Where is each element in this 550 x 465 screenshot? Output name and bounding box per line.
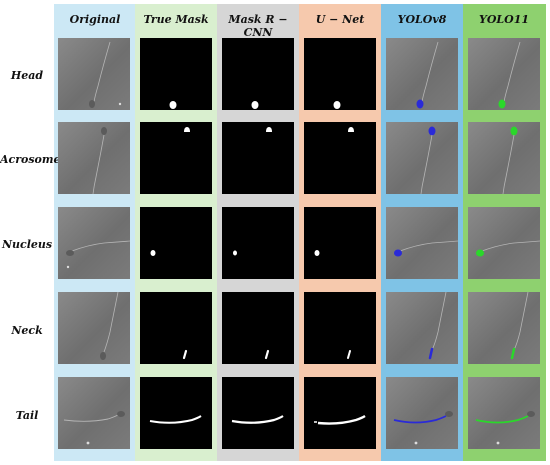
yolo11-head [468,38,540,110]
original-image-tail [58,377,130,449]
mask-rcnn-acrosome [222,122,294,194]
row-label-acrosome: Acrosome [0,153,61,166]
header-mask-rcnn: Mask R − CNN [228,13,288,39]
header-original: Original [69,13,121,26]
mask-rcnn-head [222,38,294,110]
unet-head [304,38,376,110]
true-mask-neck [140,292,212,364]
mask-rcnn-tail [222,377,294,449]
original-image-head [58,38,130,110]
true-mask-acrosome [140,122,212,194]
header-yolov8: YOLOv8 [397,13,447,26]
yolo11-acrosome [468,122,540,194]
true-mask-head [140,38,212,110]
yolo11-nucleus [468,207,540,279]
unet-neck [304,292,376,364]
yolov8-nucleus [386,207,458,279]
yolov8-head [386,38,458,110]
yolo11-tail [468,377,540,449]
unet-acrosome [304,122,376,194]
unet-tail [304,377,376,449]
yolo11-neck [468,292,540,364]
original-image-acrosome [58,122,130,194]
yolov8-neck [386,292,458,364]
mask-rcnn-nucleus [222,207,294,279]
unet-nucleus [304,207,376,279]
true-mask-nucleus [140,207,212,279]
original-image-neck [58,292,130,364]
mask-rcnn-neck [222,292,294,364]
row-label-head: Head [10,69,44,82]
row-label-neck: Neck [11,324,43,337]
yolov8-tail [386,377,458,449]
header-unet: U − Net [315,13,365,26]
original-image-nucleus [58,207,130,279]
header-yolo11: YOLO11 [478,13,530,26]
header-true-mask: True Mask [143,13,209,26]
true-mask-tail [140,377,212,449]
row-label-tail: Tail [15,409,39,422]
yolov8-acrosome [386,122,458,194]
row-label-nucleus: Nucleus [1,238,53,251]
